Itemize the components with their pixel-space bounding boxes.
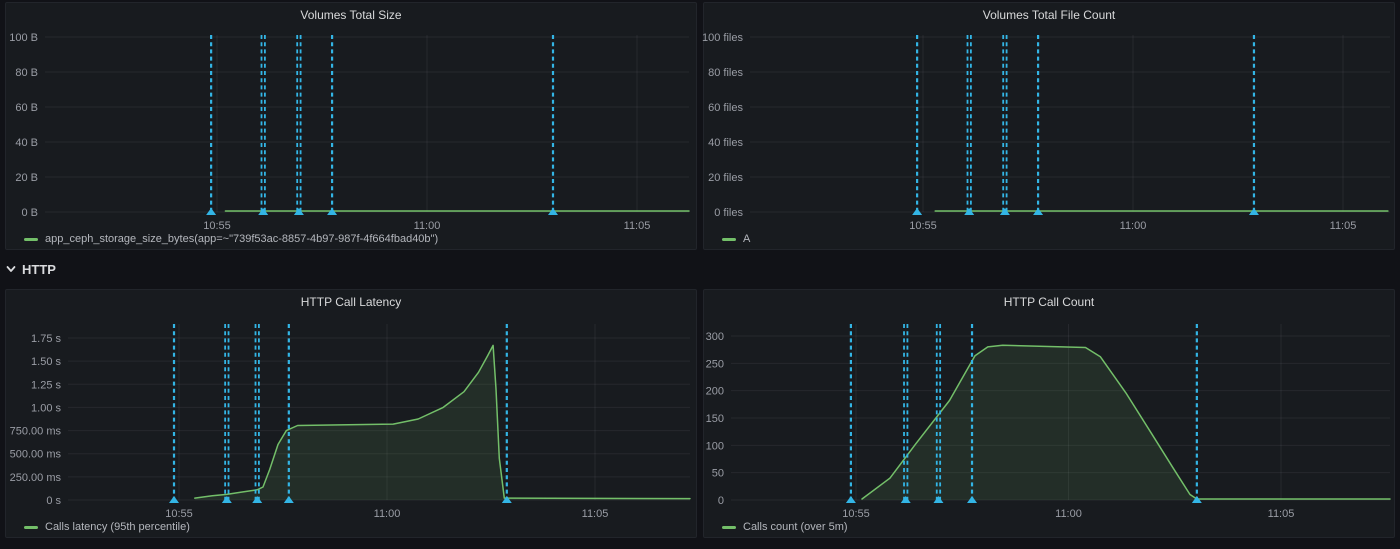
chevron-down-icon bbox=[6, 266, 16, 272]
panel-title[interactable]: HTTP Call Count bbox=[1003, 295, 1095, 309]
legend-label: Calls latency (95th percentile) bbox=[45, 521, 190, 533]
legend-item[interactable]: Calls count (over 5m) bbox=[722, 521, 848, 533]
legend-label: A bbox=[743, 233, 751, 245]
legend-color-swatch bbox=[722, 237, 736, 241]
legend-color-swatch bbox=[24, 237, 38, 241]
panel-title[interactable]: Volumes Total File Count bbox=[982, 8, 1116, 22]
legend-item[interactable]: Calls latency (95th percentile) bbox=[24, 521, 190, 533]
plot-area-volumes-total-size[interactable] bbox=[45, 35, 689, 212]
legend-label: app_ceph_storage_size_bytes(app=~"739f53… bbox=[45, 233, 439, 245]
panel-volumes-total-file-count: Volumes Total File Count A bbox=[703, 2, 1395, 250]
panel-title[interactable]: HTTP Call Latency bbox=[300, 295, 402, 309]
legend-item[interactable]: A bbox=[722, 233, 750, 245]
plot-area-http-call-count[interactable] bbox=[731, 324, 1390, 500]
panel-title[interactable]: Volumes Total Size bbox=[300, 8, 402, 22]
plot-area-volumes-total-file-count[interactable] bbox=[750, 35, 1390, 212]
plot-area-http-call-latency[interactable] bbox=[68, 324, 690, 500]
panel-volumes-total-size: Volumes Total Size app_ceph_storage_size… bbox=[5, 2, 697, 250]
row-header-label: HTTP bbox=[22, 261, 56, 277]
legend-label: Calls count (over 5m) bbox=[743, 521, 848, 533]
legend-color-swatch bbox=[722, 525, 736, 529]
legend-item[interactable]: app_ceph_storage_size_bytes(app=~"739f53… bbox=[24, 233, 438, 245]
legend-color-swatch bbox=[24, 525, 38, 529]
row-header-http[interactable]: HTTP bbox=[5, 255, 56, 283]
